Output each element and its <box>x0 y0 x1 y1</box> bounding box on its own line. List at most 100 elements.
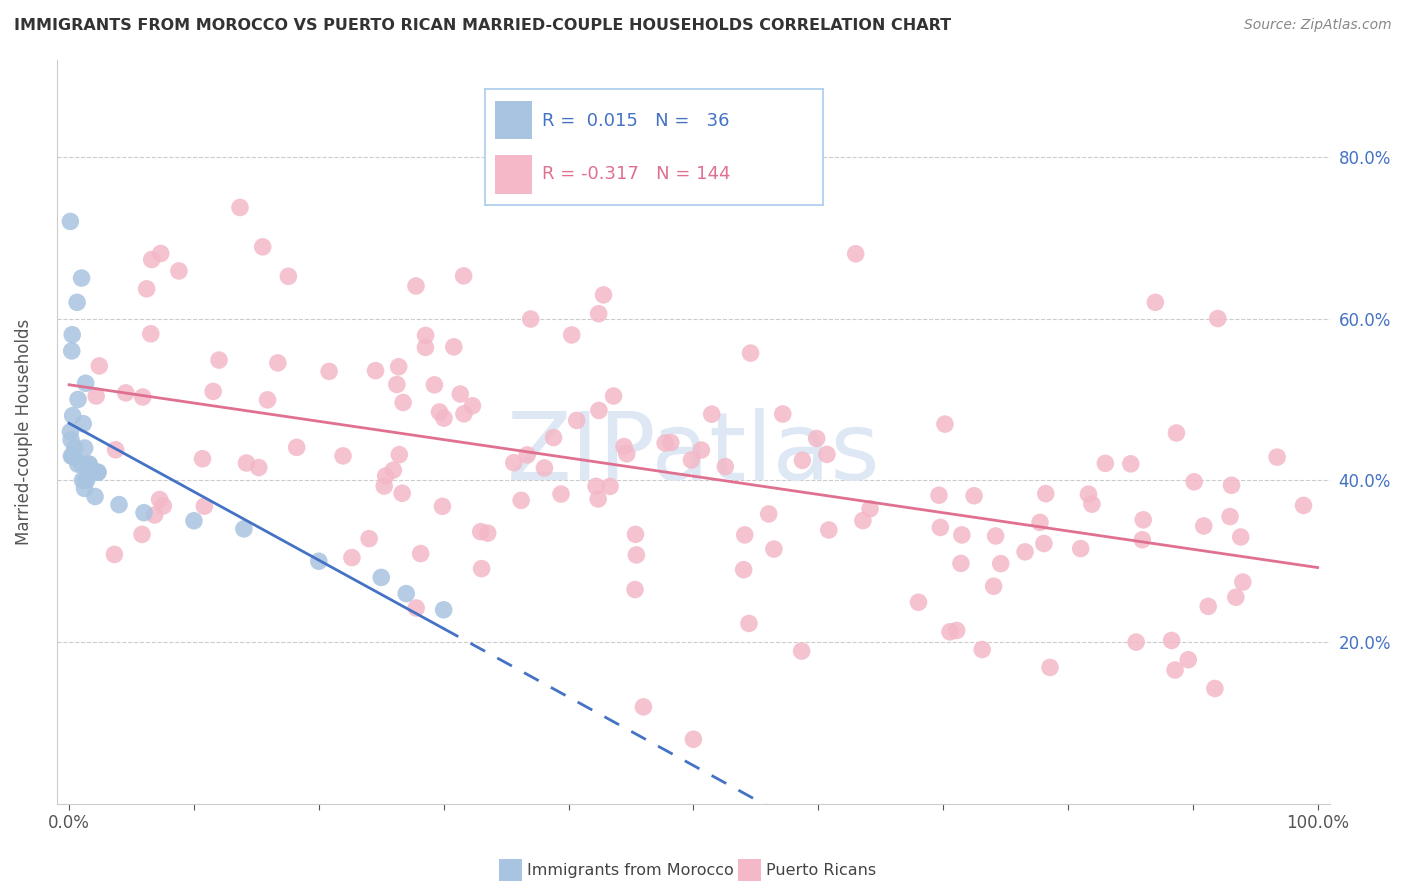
Point <box>77 457 100 471</box>
Point <box>585 479 607 493</box>
Point <box>1039 660 1062 674</box>
Point <box>1229 530 1251 544</box>
Point <box>471 561 494 575</box>
Point <box>318 364 340 378</box>
Point <box>89 359 111 373</box>
Point <box>758 507 780 521</box>
Point <box>433 603 456 617</box>
Point <box>1204 681 1226 696</box>
Point <box>62 449 84 463</box>
Point <box>167 264 190 278</box>
Point <box>690 443 713 458</box>
Point <box>772 407 794 421</box>
Point <box>415 340 437 354</box>
Point <box>815 447 838 461</box>
Point <box>395 586 418 600</box>
Point <box>586 491 609 506</box>
Point <box>152 499 174 513</box>
Point <box>1177 653 1199 667</box>
Point <box>453 268 475 283</box>
Point <box>907 595 929 609</box>
Point <box>229 201 252 215</box>
Point <box>740 346 762 360</box>
Point <box>60 327 83 342</box>
Point <box>62 449 84 463</box>
Point <box>1132 513 1154 527</box>
Point <box>613 440 636 454</box>
Point <box>374 469 396 483</box>
Point <box>388 448 411 462</box>
Point <box>859 501 882 516</box>
Point <box>1144 295 1167 310</box>
Point <box>1029 516 1052 530</box>
Point <box>1225 591 1247 605</box>
Point <box>443 340 465 354</box>
Point <box>149 492 172 507</box>
Point <box>602 389 624 403</box>
Point <box>149 246 172 260</box>
Point <box>135 282 157 296</box>
Point <box>1094 456 1116 470</box>
Point <box>108 498 131 512</box>
Point <box>84 389 107 403</box>
Point <box>84 490 107 504</box>
Point <box>370 570 392 584</box>
Point <box>267 356 290 370</box>
Point <box>63 441 86 455</box>
Point <box>1081 497 1104 511</box>
Point <box>340 550 363 565</box>
Point <box>588 307 610 321</box>
Point <box>405 279 427 293</box>
Point <box>543 431 565 445</box>
Point <box>409 547 432 561</box>
Point <box>1197 599 1219 614</box>
Point <box>654 436 676 450</box>
Point <box>733 563 755 577</box>
Point <box>762 542 785 557</box>
Point <box>70 457 93 471</box>
Point <box>141 252 163 267</box>
Point <box>972 642 994 657</box>
Point <box>132 506 155 520</box>
Point <box>139 326 162 341</box>
Point <box>247 460 270 475</box>
Point <box>60 449 83 463</box>
Point <box>510 493 533 508</box>
Text: Puerto Ricans: Puerto Ricans <box>766 863 876 878</box>
Point <box>60 343 83 358</box>
Point <box>990 557 1012 571</box>
Point <box>792 453 814 467</box>
Point <box>87 465 110 479</box>
Point <box>1014 545 1036 559</box>
Point <box>252 240 274 254</box>
Point <box>928 488 950 502</box>
Point <box>72 417 94 431</box>
Point <box>845 247 868 261</box>
Point <box>208 353 231 368</box>
Point <box>405 601 427 615</box>
Point <box>1265 450 1288 464</box>
Point <box>1219 509 1241 524</box>
Point <box>256 392 278 407</box>
Y-axis label: Married-couple Households: Married-couple Households <box>15 318 32 545</box>
Point <box>1160 633 1182 648</box>
Point <box>73 482 96 496</box>
Point <box>817 523 839 537</box>
Point <box>950 528 973 542</box>
Point <box>83 465 105 479</box>
Point <box>232 522 254 536</box>
Point <box>308 554 330 568</box>
Point <box>114 385 136 400</box>
Point <box>1070 541 1092 556</box>
Point <box>415 328 437 343</box>
Point <box>533 461 555 475</box>
Point <box>285 441 308 455</box>
Point <box>700 407 723 421</box>
Point <box>929 520 952 534</box>
Point <box>714 459 737 474</box>
Point <box>70 271 93 285</box>
Point <box>62 409 84 423</box>
Point <box>131 527 153 541</box>
Text: R = -0.317   N = 144: R = -0.317 N = 144 <box>543 165 731 183</box>
Point <box>359 532 381 546</box>
